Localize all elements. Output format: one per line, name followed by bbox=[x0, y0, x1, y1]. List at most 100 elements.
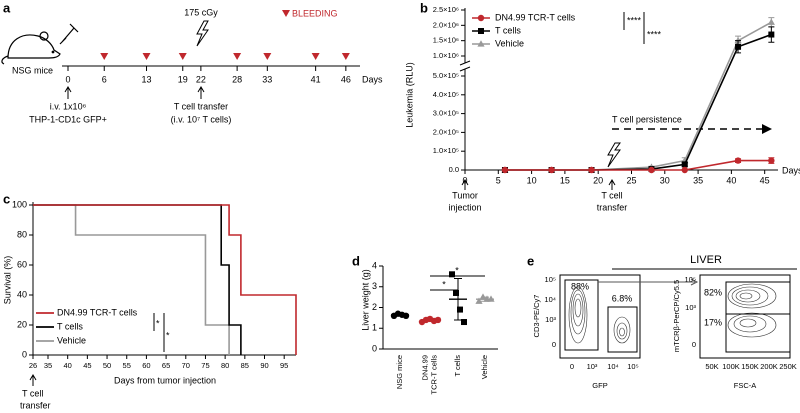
y-tick-label: 0 bbox=[22, 349, 27, 359]
y-tick-label: 2.0×10⁶ bbox=[433, 20, 459, 29]
x-tick-label: 40 bbox=[726, 175, 736, 185]
sd-bar bbox=[396, 313, 404, 317]
marker bbox=[461, 319, 467, 326]
x-tick-label: 45 bbox=[760, 175, 770, 185]
y-tick-label: 1.0×10⁵ bbox=[433, 146, 459, 155]
y-tick-label: 0 bbox=[692, 340, 696, 349]
x-tick-label: 35 bbox=[44, 361, 52, 370]
y-tick-label: 3 bbox=[372, 281, 377, 291]
y-tick-label: 2.5×10⁶ bbox=[433, 5, 459, 14]
x-tick-label: 10⁴ bbox=[607, 362, 619, 371]
timeline-day: 6 bbox=[102, 74, 107, 84]
legend-label: T cells bbox=[57, 321, 83, 331]
x-tick-label: 50K bbox=[705, 362, 718, 371]
flow-plot bbox=[699, 274, 791, 359]
x-tick-label: 5 bbox=[496, 175, 501, 185]
annotation: transfer bbox=[597, 202, 628, 212]
x-tick-label: 95 bbox=[280, 361, 288, 370]
panel-label: a bbox=[3, 0, 11, 15]
y-tick-label: 3.0×10⁵ bbox=[433, 109, 459, 118]
x-tick-label: 200K bbox=[760, 362, 778, 371]
x-axis-label: FSC-A bbox=[734, 381, 757, 390]
y-tick-label: 10⁴ bbox=[544, 295, 556, 304]
marker bbox=[734, 36, 742, 44]
lightning-icon bbox=[196, 20, 209, 47]
significance: * bbox=[442, 279, 446, 289]
x-tick-label: 75 bbox=[201, 361, 209, 370]
marker bbox=[768, 31, 775, 38]
y-axis-label: mTCRβ-PerCP/Cy5.5 bbox=[672, 280, 681, 352]
legend-label: Vehicle bbox=[495, 38, 524, 48]
sd-bar bbox=[481, 296, 489, 302]
timeline-day: 22 bbox=[196, 74, 206, 84]
marker bbox=[734, 157, 742, 164]
gate-percent: 17% bbox=[704, 317, 722, 327]
x-tick-label: 70 bbox=[182, 361, 190, 370]
y-tick-label: 80 bbox=[17, 229, 27, 239]
axis-break bbox=[459, 60, 471, 72]
y-tick-label: 10³ bbox=[685, 303, 696, 312]
legend-label: Vehicle bbox=[57, 335, 86, 345]
y-tick-label: 0.0 bbox=[449, 165, 459, 174]
y-tick-label: 10⁵ bbox=[685, 275, 696, 284]
marker bbox=[475, 297, 483, 304]
legend-label: T cells bbox=[495, 25, 521, 35]
marker bbox=[681, 161, 688, 168]
annotation: injection bbox=[448, 202, 481, 212]
x-axis-label: Days from tumor injection bbox=[114, 375, 216, 385]
y-tick-label: 100 bbox=[12, 199, 27, 209]
marker bbox=[501, 166, 509, 174]
legend-marker bbox=[477, 14, 485, 22]
timeline-day: 46 bbox=[341, 74, 351, 84]
subject-label: NSG mice bbox=[12, 65, 53, 75]
gate-percent: 6.8% bbox=[612, 293, 633, 303]
mouse-icon bbox=[1, 23, 79, 65]
sd-bar bbox=[426, 318, 434, 322]
significance: **** bbox=[627, 15, 642, 25]
y-axis-label: Liver weight (g) bbox=[360, 269, 370, 331]
marker bbox=[457, 306, 463, 313]
y-tick-label: 5.0×10⁵ bbox=[433, 71, 459, 80]
x-tick-label: 80 bbox=[221, 361, 229, 370]
y-tick-label: 4.0×10⁵ bbox=[433, 90, 459, 99]
flow-plot bbox=[559, 274, 641, 359]
timeline-unit: Days bbox=[362, 74, 383, 84]
y-axis-label: CD3-PE/Cy7 bbox=[532, 295, 541, 338]
significance: **** bbox=[647, 29, 662, 39]
bleeding-marker bbox=[263, 53, 272, 60]
x-tick-label: 10⁵ bbox=[627, 362, 638, 371]
y-tick-label: 10⁵ bbox=[545, 275, 556, 284]
x-tick-label: 45 bbox=[83, 361, 91, 370]
y-tick-label: 10³ bbox=[545, 315, 556, 324]
bleeding-marker bbox=[341, 53, 350, 60]
y-tick-label: 1.0×10⁶ bbox=[433, 51, 459, 60]
x-tick-label: 10 bbox=[527, 175, 537, 185]
x-tick-label: 35 bbox=[693, 175, 703, 185]
marker bbox=[453, 289, 459, 296]
significance: * bbox=[455, 265, 459, 275]
x-axis-label: Days bbox=[782, 165, 800, 175]
panel-label: d bbox=[352, 253, 360, 268]
annotation: transfer bbox=[20, 400, 51, 410]
injection-label: THP-1-CD1c GFP+ bbox=[29, 114, 107, 124]
y-tick-label: 60 bbox=[17, 259, 27, 269]
arrow bbox=[608, 179, 616, 190]
marker bbox=[768, 157, 775, 164]
panel-label: b bbox=[420, 0, 428, 15]
irradiation-label: 175 cGy bbox=[184, 7, 218, 17]
x-tick-label: 30 bbox=[660, 175, 670, 185]
gate-percent: 88% bbox=[571, 281, 589, 291]
legend-marker bbox=[478, 28, 484, 34]
injection-label: i.v. 1x10⁶ bbox=[50, 101, 87, 111]
timeline-day: 41 bbox=[311, 74, 321, 84]
marker bbox=[449, 271, 455, 278]
x-tick-label: DN4.99 bbox=[420, 355, 429, 380]
x-tick-label: T cells bbox=[453, 355, 462, 377]
survival-curve bbox=[33, 204, 230, 355]
annotation: T cell persistence bbox=[612, 114, 682, 124]
x-tick-label: 15 bbox=[560, 175, 570, 185]
x-tick-label: 0 bbox=[462, 175, 467, 185]
marker bbox=[767, 18, 775, 25]
survival-curve bbox=[33, 204, 242, 355]
